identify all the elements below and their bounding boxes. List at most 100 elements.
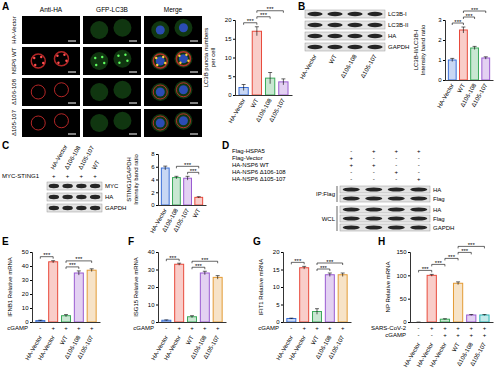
condition-label: HA-NSP6 WT: [232, 162, 269, 168]
y-tick-label: 10: [273, 284, 280, 290]
band-label: GAPDH: [433, 225, 454, 231]
error-bar-stem: [342, 273, 343, 277]
condition-sign: -: [39, 325, 41, 331]
puncta: [155, 57, 157, 59]
error-bar: [417, 322, 421, 323]
error-bar-cap: [164, 319, 168, 320]
gfp-signal: [174, 19, 192, 37]
condition-sign: -: [350, 148, 352, 154]
y-tick: 150: [396, 249, 410, 255]
blot-band: [388, 217, 405, 221]
bar: [427, 275, 436, 322]
micrograph: [144, 109, 202, 137]
micrograph-frame: [144, 16, 202, 44]
condition-sign: +: [90, 325, 94, 331]
micrograph: [83, 16, 141, 44]
y-tick: 1: [438, 57, 445, 63]
error-bar-cap: [197, 196, 201, 197]
y-tick: 100: [396, 273, 410, 279]
y-tick-mark: [443, 60, 445, 61]
y-tick: 10: [225, 55, 235, 61]
blot-background: [305, 43, 385, 51]
column-header: Anti-HA: [40, 6, 63, 13]
condition-sign: -: [290, 325, 292, 331]
blot-background: [305, 32, 385, 40]
blot-strip: [340, 224, 430, 231]
blot-band: [90, 206, 100, 210]
nucleus: [156, 88, 165, 97]
y-tick-mark: [156, 192, 158, 193]
condition-sign: -: [395, 162, 397, 168]
blot-band: [347, 12, 362, 16]
error-bar: [430, 274, 434, 276]
gfp-signal: [90, 83, 108, 101]
blot-band: [365, 188, 382, 192]
error-bar-cap: [328, 273, 332, 274]
band-label: LC3B-II: [388, 22, 409, 28]
y-tick: 0: [438, 77, 445, 83]
y-tick-mark: [233, 58, 235, 59]
condition-sign: -: [395, 155, 397, 161]
bar: [460, 30, 468, 80]
band-label: Flag: [433, 196, 445, 202]
axis-line: [33, 322, 101, 323]
scale-bar: [129, 134, 137, 135]
blot-band: [410, 197, 427, 201]
error-bar-cap: [450, 58, 454, 59]
x-axis: HA-VectorHA-VectorWTΔ106-108Δ105-107: [24, 323, 100, 362]
y-tick-mark: [443, 20, 445, 21]
error-bar-stem: [91, 269, 92, 272]
significance-label: ***: [75, 256, 83, 262]
blot-band: [62, 184, 72, 188]
error-bar-stem: [243, 85, 244, 91]
blot-background: [340, 215, 430, 222]
y-tick-label: 40: [148, 249, 155, 255]
significance-label: ***: [294, 258, 302, 264]
puncta: [57, 62, 59, 64]
error-bar-stem: [53, 261, 54, 263]
blot-band: [365, 197, 382, 201]
y-axis-title: IFIT1 Relative mRNA: [258, 259, 264, 316]
significance-label: ***: [454, 19, 462, 25]
y-tick-label: 10: [225, 55, 232, 61]
y-tick: 4: [151, 177, 158, 183]
error-bar-cap: [302, 266, 306, 267]
panel-label: H: [378, 236, 385, 247]
y-tick-label: 100: [396, 273, 407, 279]
error-bar-cap: [51, 260, 55, 261]
chart: 01020304050HA-VectorHA-VectorWTΔ106-108Δ…: [7, 249, 101, 361]
y-axis-title: STING1/GAPDH: [126, 157, 132, 202]
condition-sign: +: [456, 332, 460, 338]
micrograph: [144, 47, 202, 75]
y-tick-label: 2: [438, 37, 442, 43]
blot-band: [388, 208, 405, 212]
condition-label: Flag-Vector: [232, 155, 263, 161]
error-bar: [473, 46, 477, 49]
condition-sign: +: [93, 173, 97, 179]
y-tick-mark: [233, 20, 235, 21]
error-bar-stem: [179, 263, 180, 265]
micrograph-frame: [22, 16, 80, 44]
panel-label: G: [253, 236, 261, 247]
micrograph: [22, 109, 80, 137]
row-label: HA-Vector: [11, 16, 17, 43]
puncta: [65, 60, 67, 62]
blot-band: [367, 45, 382, 49]
error-bar-cap: [473, 46, 477, 47]
micrograph: [22, 78, 80, 106]
y-tick: 15: [225, 36, 235, 42]
gfp-signal: [113, 112, 131, 130]
micrograph-frame: [22, 78, 80, 106]
puncta: [178, 55, 180, 57]
condition-sign: -: [350, 176, 352, 182]
figure: ABCDEFGHAnti-HAGFP-LC3BMergeHA-VectorNSP…: [0, 0, 500, 386]
x-tick: HA-Vector: [288, 335, 307, 362]
gfp-signal: [113, 19, 131, 37]
y-tick-mark: [281, 287, 283, 288]
chart: 0123HA-VectorWTΔ106-108Δ105-107LC3B-II/L…: [413, 7, 494, 110]
bar: [471, 48, 479, 80]
condition-sign: +: [349, 155, 353, 161]
error-bar: [163, 166, 167, 170]
error-bar: [64, 315, 68, 317]
y-tick-label: 50: [22, 249, 29, 255]
